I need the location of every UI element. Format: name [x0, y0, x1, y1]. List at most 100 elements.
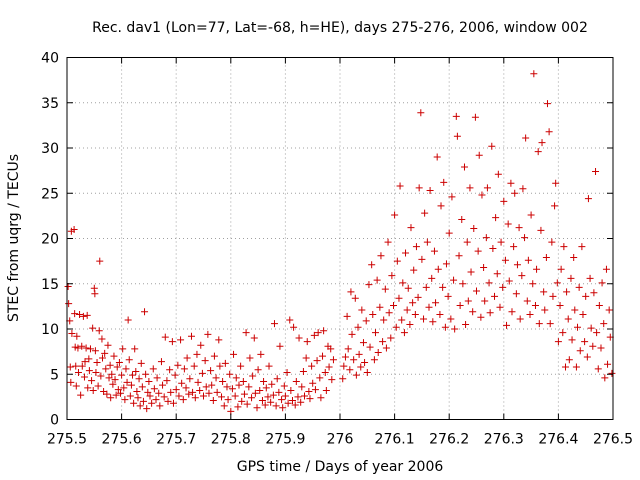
data-point: [189, 388, 197, 396]
data-point: [103, 390, 111, 398]
data-point: [78, 342, 86, 350]
data-point: [210, 352, 218, 360]
data-point: [249, 372, 257, 380]
data-point: [471, 113, 479, 121]
data-point: [510, 243, 518, 251]
data-point: [458, 215, 466, 223]
data-point: [175, 392, 183, 400]
data-point: [80, 373, 88, 381]
data-point: [257, 350, 265, 358]
data-point: [403, 306, 411, 314]
data-point: [127, 381, 135, 389]
data-point: [376, 303, 384, 311]
data-point: [120, 384, 128, 392]
data-point: [488, 142, 496, 150]
data-point: [540, 288, 548, 296]
data-point: [118, 371, 126, 379]
data-point: [174, 361, 182, 369]
data-point: [469, 308, 477, 316]
data-point: [253, 404, 261, 412]
data-point: [145, 377, 153, 385]
data-point: [73, 332, 81, 340]
data-point: [291, 401, 299, 409]
data-point: [142, 370, 150, 378]
data-point: [124, 316, 132, 324]
data-point: [245, 383, 253, 391]
data-point: [290, 323, 298, 331]
y-tick-label: 30: [41, 141, 59, 157]
data-point: [218, 393, 226, 401]
data-point: [207, 367, 215, 375]
data-point: [242, 329, 250, 337]
data-point: [76, 311, 84, 319]
data-point: [262, 384, 270, 392]
data-point: [598, 279, 606, 287]
data-point: [327, 345, 335, 353]
data-point: [381, 285, 389, 293]
data-point: [426, 187, 434, 195]
data-point: [190, 362, 198, 370]
data-point: [513, 261, 521, 269]
data-point: [352, 371, 360, 379]
data-point: [71, 310, 79, 318]
data-point: [66, 363, 74, 371]
data-point: [137, 359, 145, 367]
data-point: [216, 362, 224, 370]
data-point: [96, 257, 104, 265]
data-point: [297, 398, 305, 406]
data-point: [365, 281, 373, 289]
data-point: [317, 394, 325, 402]
data-point: [377, 252, 385, 260]
data-point: [269, 391, 277, 399]
data-point: [319, 352, 327, 360]
data-point: [437, 202, 445, 210]
data-point: [568, 336, 576, 344]
data-point: [121, 396, 129, 404]
data-point: [464, 297, 472, 305]
data-point: [180, 365, 188, 373]
data-point: [197, 341, 205, 349]
data-point: [164, 397, 172, 405]
data-point: [412, 243, 420, 251]
data-point: [265, 362, 273, 370]
data-point: [439, 283, 447, 291]
data-point: [374, 349, 382, 357]
data-point: [586, 274, 594, 282]
data-point: [357, 363, 365, 371]
data-point: [301, 392, 309, 400]
data-point: [407, 224, 415, 232]
data-point: [157, 358, 165, 366]
data-point: [171, 371, 179, 379]
data-point: [113, 363, 121, 371]
data-point: [129, 371, 137, 379]
data-point: [551, 202, 559, 210]
data-point: [593, 329, 601, 337]
data-point: [560, 243, 568, 251]
data-point: [143, 405, 151, 413]
data-point: [448, 193, 456, 201]
data-point: [600, 320, 608, 328]
x-tick-label: 275.8: [211, 432, 251, 448]
data-point: [557, 265, 565, 273]
data-point: [191, 394, 199, 402]
data-point: [475, 151, 483, 159]
data-point: [148, 399, 156, 407]
data-point: [516, 315, 524, 323]
data-point: [134, 394, 142, 402]
data-point: [574, 323, 582, 331]
data-point: [200, 392, 207, 400]
data-point: [220, 402, 228, 410]
data-point: [283, 368, 291, 376]
data-point: [354, 323, 362, 331]
data-point: [460, 163, 468, 171]
data-point: [261, 401, 269, 409]
data-point: [564, 315, 572, 323]
data-point: [93, 358, 101, 366]
data-point: [152, 396, 160, 404]
data-point: [404, 284, 412, 292]
y-tick-label: 25: [41, 186, 59, 202]
data-point: [499, 283, 507, 291]
data-point: [343, 312, 351, 320]
data-point: [240, 390, 248, 398]
data-point: [279, 404, 287, 412]
